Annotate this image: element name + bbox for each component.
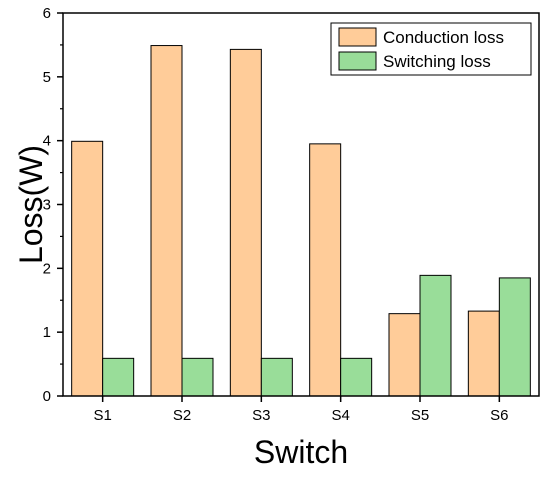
y-tick-label: 3 bbox=[43, 197, 51, 214]
legend-swatch-conduction bbox=[338, 27, 377, 47]
bar-conduction-s2 bbox=[150, 45, 183, 397]
y-tick-label: 2 bbox=[43, 260, 51, 277]
bar-conduction-s5 bbox=[388, 313, 421, 397]
bar-conduction-s6 bbox=[467, 310, 500, 397]
y-axis-title: Loss(W) bbox=[13, 145, 49, 264]
y-tick-label: 5 bbox=[43, 69, 51, 86]
legend-label-conduction: Conduction loss bbox=[383, 28, 504, 47]
bar-switching-s4 bbox=[340, 357, 373, 397]
y-tick-label: 6 bbox=[43, 5, 51, 22]
legend-label-switching: Switching loss bbox=[383, 52, 491, 71]
bar-conduction-s1 bbox=[71, 140, 104, 397]
y-axis: 0 1 2 3 4 5 6 bbox=[43, 5, 63, 405]
x-tick-label-s5: S5 bbox=[411, 407, 429, 424]
x-tick-label-s2: S2 bbox=[173, 407, 191, 424]
bar-switching-s1 bbox=[102, 357, 135, 397]
x-tick-label-s4: S4 bbox=[331, 407, 349, 424]
y-tick-label: 0 bbox=[43, 388, 51, 405]
bars-layer bbox=[71, 45, 531, 397]
y-tick-label: 1 bbox=[43, 324, 51, 341]
legend-swatch-switching bbox=[338, 51, 377, 71]
x-tick-label-s3: S3 bbox=[252, 407, 270, 424]
bar-switching-s5 bbox=[419, 274, 452, 397]
bar-conduction-s4 bbox=[309, 143, 342, 397]
x-axis: S1 S2 S3 S4 S5 S6 bbox=[93, 396, 509, 424]
bar-switching-s3 bbox=[260, 357, 293, 397]
x-tick-label-s6: S6 bbox=[490, 407, 508, 424]
bar-conduction-s3 bbox=[229, 48, 262, 397]
bar-switching-s6 bbox=[498, 277, 531, 397]
x-tick-label-s1: S1 bbox=[93, 407, 111, 424]
legend: Conduction loss Switching loss bbox=[330, 22, 532, 76]
x-axis-title: Switch bbox=[254, 434, 348, 470]
y-tick-label: 4 bbox=[43, 133, 51, 150]
bar-switching-s2 bbox=[181, 357, 214, 397]
